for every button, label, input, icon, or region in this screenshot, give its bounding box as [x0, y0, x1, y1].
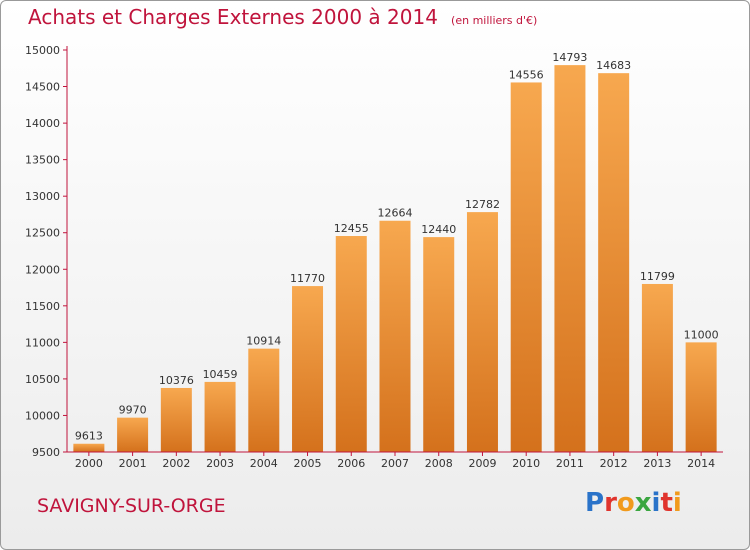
title-row: Achats et Charges Externes 2000 à 2014 (… [28, 5, 537, 29]
y-tick-label: 11500 [25, 300, 60, 313]
data-label-2005: 11770 [290, 272, 325, 285]
bar-2005 [292, 286, 324, 452]
bar-2001 [117, 417, 149, 452]
bar-2000 [73, 443, 105, 452]
x-tick-label: 2007 [381, 457, 409, 470]
logo-letter: o [616, 488, 635, 518]
city-name: SAVIGNY-SUR-ORGE [37, 495, 226, 517]
bar-2004 [248, 348, 280, 452]
data-label-2011: 14793 [552, 51, 587, 64]
data-label-2012: 14683 [596, 59, 631, 72]
data-label-2008: 12440 [421, 223, 456, 236]
x-tick-label: 2011 [556, 457, 584, 470]
chart-unit-note: (en milliers d'€) [451, 14, 538, 27]
x-tick-label: 2004 [250, 457, 278, 470]
bar-2003 [204, 381, 236, 452]
logo-letter: r [604, 488, 617, 518]
logo-letter: t [660, 488, 673, 518]
y-tick-label: 12000 [25, 263, 60, 276]
logo-letter: i [672, 488, 682, 518]
bar-2013 [641, 283, 673, 452]
y-tick-label: 9500 [32, 446, 60, 459]
x-tick-label: 2003 [206, 457, 234, 470]
x-tick-label: 2010 [512, 457, 540, 470]
logo-letter: P [585, 488, 605, 518]
data-label-2007: 12664 [378, 207, 413, 220]
x-tick-label: 2001 [119, 457, 147, 470]
x-tick-label: 2012 [600, 457, 628, 470]
data-label-2001: 9970 [119, 404, 147, 417]
x-tick-label: 2006 [337, 457, 365, 470]
data-label-2003: 10459 [203, 368, 238, 381]
x-tick-label: 2013 [643, 457, 671, 470]
bar-2010 [510, 82, 542, 452]
y-tick-label: 14000 [25, 117, 60, 130]
data-label-2009: 12782 [465, 198, 500, 211]
y-tick-label: 13500 [25, 154, 60, 167]
x-tick-label: 2014 [687, 457, 715, 470]
data-label-2013: 11799 [640, 270, 675, 283]
data-label-2006: 12455 [334, 222, 369, 235]
data-label-2000: 9613 [75, 430, 103, 443]
y-tick-label: 10500 [25, 373, 60, 386]
logo-letter: x [634, 488, 652, 518]
bar-2007 [379, 220, 411, 452]
y-tick-label: 10000 [25, 409, 60, 422]
data-label-2010: 14556 [509, 68, 544, 81]
data-label-2002: 10376 [159, 374, 194, 387]
y-tick-label: 11000 [25, 336, 60, 349]
bar-2011 [554, 65, 586, 452]
x-tick-label: 2005 [294, 457, 322, 470]
x-tick-label: 2009 [468, 457, 496, 470]
data-label-2014: 11000 [684, 328, 719, 341]
proxiti-logo: Proxiti [585, 488, 682, 518]
chart-title: Achats et Charges Externes 2000 à 2014 [28, 5, 438, 29]
bar-2012 [598, 73, 630, 453]
bar-2009 [466, 212, 498, 452]
y-tick-label: 13000 [25, 190, 60, 203]
bar-2006 [335, 236, 367, 452]
y-tick-label: 12500 [25, 227, 60, 240]
x-tick-label: 2008 [425, 457, 453, 470]
x-tick-label: 2000 [75, 457, 103, 470]
x-tick-label: 2002 [162, 457, 190, 470]
logo-letter: i [651, 488, 661, 518]
bar-2002 [160, 387, 192, 452]
y-tick-label: 14500 [25, 81, 60, 94]
data-label-2004: 10914 [246, 335, 281, 348]
bar-2014 [685, 342, 717, 452]
bar-2008 [423, 237, 455, 452]
y-tick-label: 15000 [25, 44, 60, 57]
